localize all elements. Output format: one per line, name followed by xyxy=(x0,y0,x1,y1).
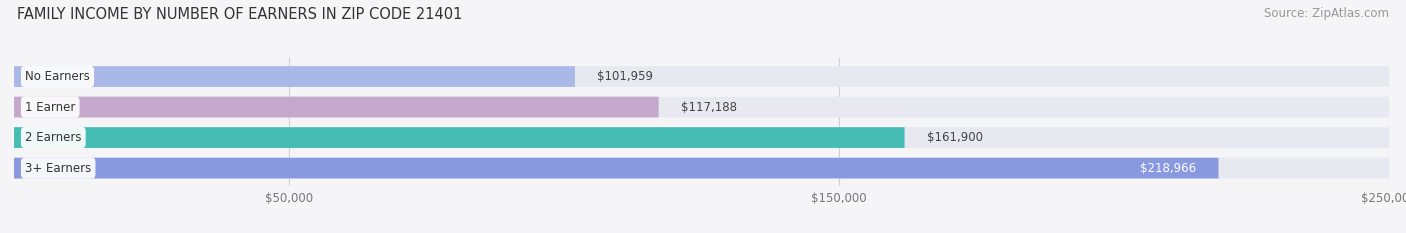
FancyBboxPatch shape xyxy=(14,66,1389,87)
FancyBboxPatch shape xyxy=(14,66,575,87)
FancyBboxPatch shape xyxy=(14,127,1389,148)
FancyBboxPatch shape xyxy=(14,158,1219,178)
Text: Source: ZipAtlas.com: Source: ZipAtlas.com xyxy=(1264,7,1389,20)
Text: FAMILY INCOME BY NUMBER OF EARNERS IN ZIP CODE 21401: FAMILY INCOME BY NUMBER OF EARNERS IN ZI… xyxy=(17,7,463,22)
FancyBboxPatch shape xyxy=(14,127,904,148)
Text: No Earners: No Earners xyxy=(25,70,90,83)
FancyBboxPatch shape xyxy=(14,97,1389,117)
Text: 1 Earner: 1 Earner xyxy=(25,101,76,113)
FancyBboxPatch shape xyxy=(14,97,658,117)
Text: $218,966: $218,966 xyxy=(1140,162,1197,175)
Text: $117,188: $117,188 xyxy=(681,101,737,113)
FancyBboxPatch shape xyxy=(14,158,1389,178)
Text: 2 Earners: 2 Earners xyxy=(25,131,82,144)
Text: $161,900: $161,900 xyxy=(927,131,983,144)
Text: $101,959: $101,959 xyxy=(598,70,652,83)
Text: 3+ Earners: 3+ Earners xyxy=(25,162,91,175)
